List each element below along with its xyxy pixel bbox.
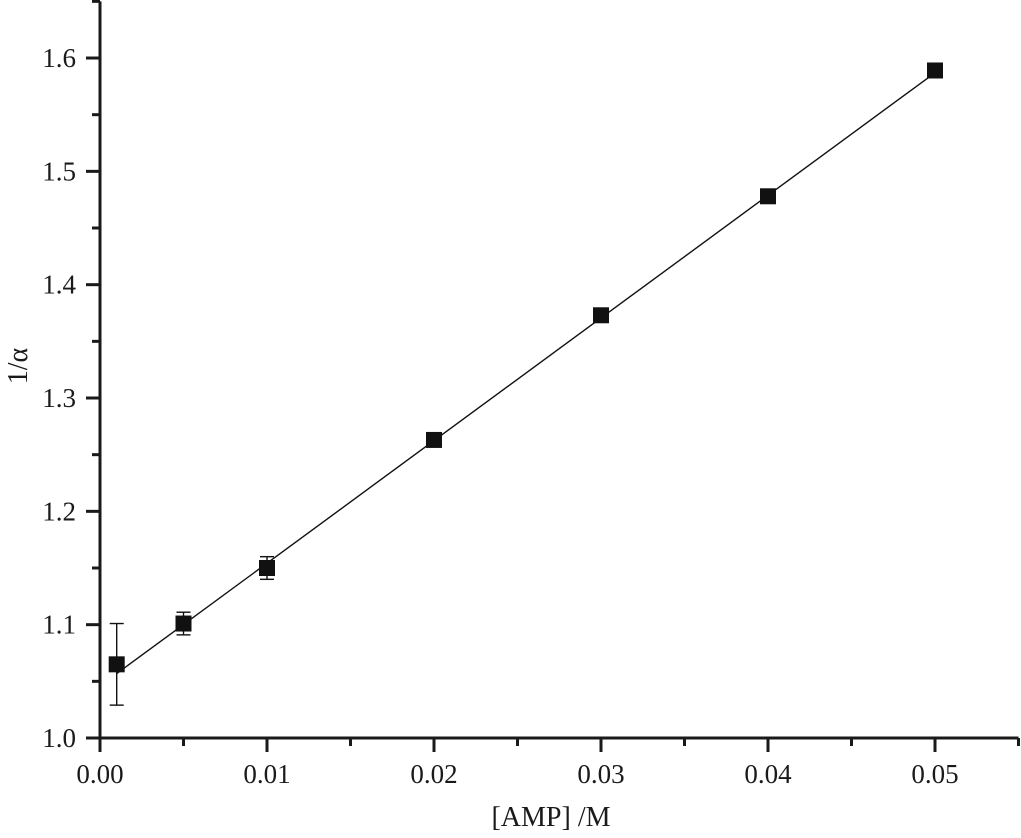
y-tick-label: 1.2 [42, 496, 76, 526]
x-axis-title: [AMP] /M [491, 802, 610, 833]
error-bars [109, 67, 942, 706]
y-tick-label: 1.4 [42, 270, 76, 300]
x-tick-label: 0.04 [744, 759, 792, 789]
square-marker [175, 615, 192, 632]
x-tick-label: 0.01 [243, 759, 290, 789]
x-tick-label: 0.03 [577, 759, 624, 789]
linear-fit-line [116, 72, 936, 675]
square-marker [426, 431, 442, 448]
y-tick-label: 1.3 [42, 383, 76, 413]
y-axis-title: 1/α [3, 347, 34, 384]
y-axis: 1.0 1.1 1.2 1.3 1.4 1.5 1.6 [42, 0, 102, 753]
square-marker [760, 188, 776, 205]
y-tick-label: 1.0 [42, 723, 76, 753]
x-axis: 0.00 0.01 0.02 0.03 0.04 0.05 [76, 736, 1020, 789]
square-marker [593, 307, 609, 324]
square-marker [259, 560, 275, 577]
y-tick-label: 1.6 [42, 43, 76, 73]
square-marker [108, 656, 125, 673]
data-markers [108, 62, 943, 673]
x-tick-label: 0.02 [410, 759, 457, 789]
x-tick-label: 0.00 [76, 759, 123, 789]
y-tick-label: 1.1 [42, 610, 76, 640]
y-tick-label: 1.5 [42, 156, 76, 186]
fit-line [116, 72, 936, 675]
x-tick-label: 0.05 [911, 759, 958, 789]
square-marker [927, 62, 943, 79]
